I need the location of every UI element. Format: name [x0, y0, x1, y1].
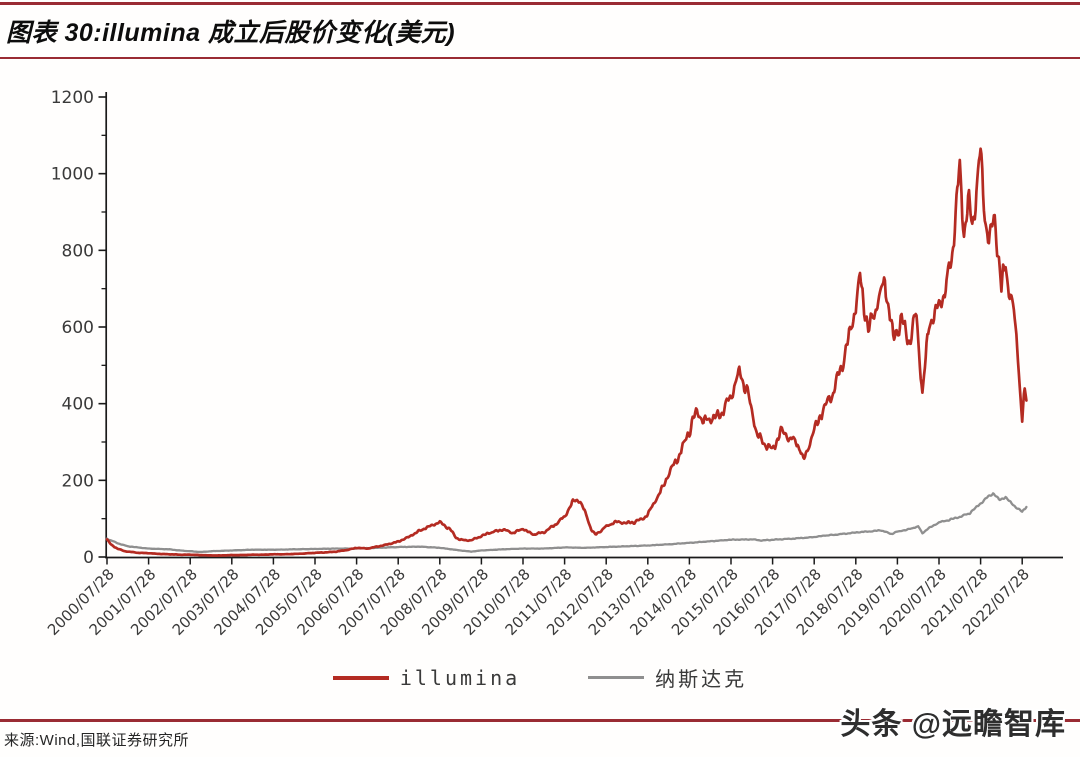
- svg-text:400: 400: [62, 395, 94, 415]
- legend-item-illumina: illumina: [332, 665, 521, 690]
- legend-item-nasdaq: 纳斯达克: [588, 663, 747, 692]
- legend-label-illumina: illumina: [399, 665, 521, 690]
- svg-text:1200: 1200: [51, 88, 94, 108]
- illumina-line-swatch: [332, 675, 389, 680]
- chart-legend: illumina 纳斯达克: [0, 663, 1080, 692]
- svg-text:0: 0: [83, 548, 94, 568]
- svg-text:600: 600: [62, 318, 94, 338]
- footer-accent-rule: [0, 719, 1080, 722]
- svg-text:800: 800: [62, 241, 94, 261]
- source-note: 来源:Wind,国联证券研究所: [4, 732, 190, 749]
- legend-label-nasdaq: 纳斯达克: [655, 667, 748, 691]
- svg-text:200: 200: [62, 471, 94, 491]
- svg-text:1000: 1000: [51, 165, 94, 185]
- top-accent-rule: [0, 2, 1080, 5]
- nasdaq-line-swatch: [588, 676, 645, 679]
- title-underline-rule: [0, 57, 1080, 59]
- chart-title: 图表 30:illumina 成立后股价变化(美元): [6, 19, 456, 47]
- watermark-text: 头条 @远瞻智库: [840, 708, 1066, 741]
